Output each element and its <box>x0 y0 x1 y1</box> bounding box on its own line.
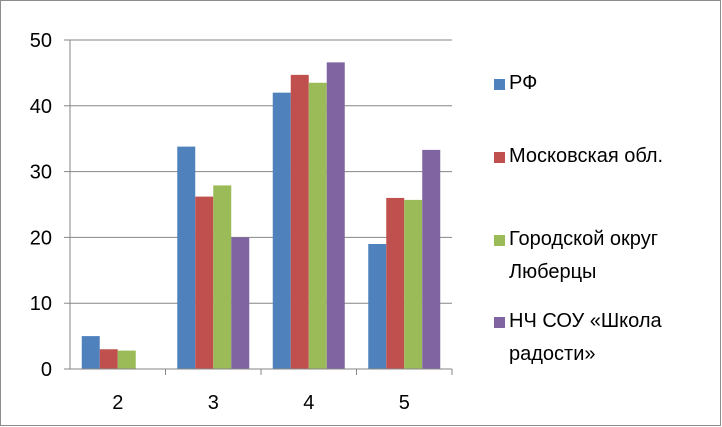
bar <box>422 149 441 369</box>
bar <box>326 62 345 369</box>
bar <box>81 336 100 369</box>
y-tick-label: 40 <box>30 96 52 118</box>
bar <box>308 82 327 370</box>
legend-label: Городской округ <box>509 228 658 250</box>
legend-swatch <box>494 235 505 246</box>
bar <box>231 237 250 369</box>
bar <box>213 185 232 369</box>
legend-swatch <box>494 152 505 163</box>
y-tick-label: 30 <box>30 162 52 184</box>
bar <box>290 74 309 370</box>
x-tick-label: 4 <box>303 392 314 414</box>
y-tick-label: 0 <box>41 359 52 381</box>
bar <box>386 197 405 369</box>
legend-label: радости» <box>509 343 596 365</box>
x-tick-label: 5 <box>399 392 410 414</box>
bar <box>272 92 291 369</box>
bar <box>99 349 118 369</box>
bar <box>195 196 214 369</box>
legend-swatch <box>494 79 505 90</box>
bar <box>404 199 423 369</box>
bars <box>81 62 441 370</box>
y-tick-label: 10 <box>30 293 52 315</box>
x-tick-label: 2 <box>112 392 123 414</box>
bar <box>117 350 136 369</box>
axes: 0 10 20 30 40 50 2 3 4 5 <box>30 30 453 414</box>
legend-label: Московская обл. <box>509 145 663 167</box>
x-tick-label: 3 <box>208 392 219 414</box>
legend-label: НЧ СОУ «Школа <box>509 310 662 332</box>
legend-label: Люберцы <box>509 261 596 283</box>
legend: РФ Московская обл. Городской округ Люберцы Н… <box>494 72 663 365</box>
legend-swatch <box>494 317 505 328</box>
y-tick-label: 20 <box>30 227 52 249</box>
legend-label: РФ <box>509 72 537 94</box>
bar <box>177 146 196 369</box>
bar <box>368 243 387 369</box>
y-tick-label: 50 <box>30 30 52 52</box>
